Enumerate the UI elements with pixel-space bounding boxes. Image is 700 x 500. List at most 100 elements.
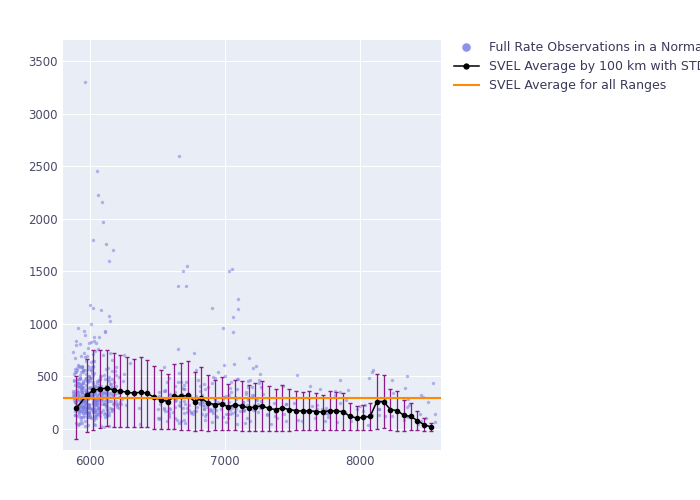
Point — [90, 406, 101, 414]
Point — [97, 392, 108, 400]
Point — [304, 382, 316, 390]
Point — [199, 404, 210, 412]
Point — [323, 410, 334, 418]
Point — [70, 390, 81, 398]
Point — [81, 400, 92, 408]
Point — [181, 404, 193, 411]
Point — [104, 412, 115, 420]
Point — [94, 384, 105, 392]
Point — [201, 410, 212, 418]
Point — [81, 388, 92, 396]
Point — [100, 384, 111, 392]
Point — [164, 390, 176, 398]
Point — [74, 382, 85, 390]
Point — [76, 394, 88, 402]
Point — [102, 375, 113, 383]
Point — [184, 392, 195, 400]
Point — [398, 416, 409, 424]
Point — [99, 328, 111, 336]
Point — [71, 406, 83, 413]
Point — [75, 388, 86, 396]
Point — [197, 410, 208, 418]
Point — [73, 410, 84, 418]
Point — [97, 350, 108, 358]
Point — [160, 394, 171, 402]
Point — [74, 372, 85, 380]
Point — [230, 408, 241, 416]
Point — [164, 391, 176, 399]
Point — [83, 362, 94, 370]
Point — [319, 406, 330, 414]
Point — [80, 400, 91, 408]
Point — [217, 395, 228, 403]
Point — [82, 393, 93, 401]
Point — [223, 410, 234, 418]
Point — [207, 410, 218, 418]
Point — [72, 382, 83, 390]
Point — [114, 398, 125, 406]
Point — [190, 366, 202, 374]
Point — [80, 374, 92, 382]
Point — [174, 152, 185, 160]
Point — [79, 390, 90, 398]
Point — [80, 388, 91, 396]
Point — [379, 412, 391, 420]
Point — [429, 418, 440, 426]
Point — [95, 394, 106, 402]
Point — [104, 349, 116, 357]
Point — [227, 265, 238, 273]
Point — [71, 398, 82, 406]
Point — [170, 382, 181, 390]
Point — [108, 378, 120, 386]
Point — [237, 406, 248, 414]
Legend: Full Rate Observations in a Normal Point, SVEL Average by 100 km with STD, SVEL : Full Rate Observations in a Normal Point… — [449, 36, 700, 98]
Point — [99, 413, 110, 421]
Point — [92, 399, 103, 407]
Point — [116, 400, 127, 408]
Point — [83, 344, 94, 351]
Point — [78, 408, 89, 416]
Point — [85, 366, 96, 374]
Point — [95, 306, 106, 314]
Point — [69, 387, 80, 395]
Point — [290, 407, 301, 415]
Point — [70, 411, 81, 419]
Point — [374, 406, 385, 413]
Point — [78, 405, 89, 413]
Point — [69, 370, 80, 378]
Point — [152, 394, 163, 402]
Point — [335, 388, 346, 396]
Point — [106, 407, 118, 415]
Point — [366, 411, 377, 419]
Point — [90, 400, 101, 408]
Point — [90, 410, 101, 418]
Point — [88, 385, 99, 393]
Point — [244, 376, 256, 384]
Point — [158, 362, 169, 370]
Point — [160, 398, 172, 406]
Point — [87, 236, 98, 244]
Point — [170, 395, 181, 403]
Point — [231, 375, 242, 383]
Point — [92, 383, 104, 391]
Point — [83, 389, 94, 397]
Point — [104, 372, 115, 380]
Point — [91, 378, 102, 386]
Point — [83, 404, 94, 411]
Point — [111, 363, 122, 371]
Point — [76, 363, 88, 371]
Point — [179, 410, 190, 418]
Point — [71, 403, 83, 411]
Point — [96, 387, 107, 395]
Point — [72, 396, 83, 404]
Point — [91, 410, 102, 418]
Point — [85, 374, 97, 382]
Point — [69, 394, 80, 402]
Point — [70, 408, 81, 416]
Point — [83, 376, 94, 384]
Point — [76, 362, 88, 370]
Point — [90, 398, 101, 406]
Point — [92, 397, 103, 405]
Point — [223, 391, 235, 399]
Point — [218, 324, 229, 332]
